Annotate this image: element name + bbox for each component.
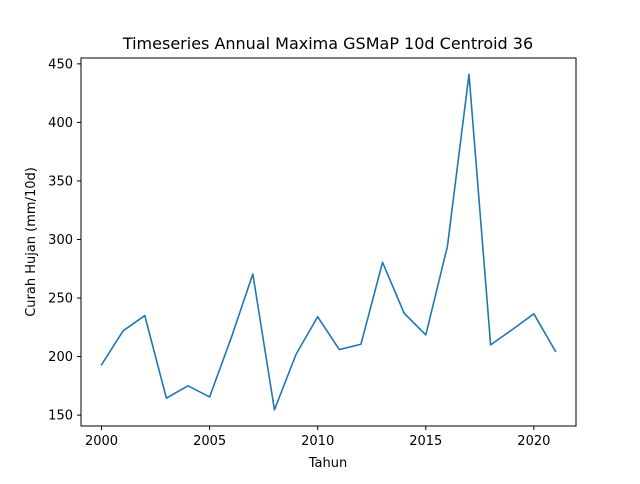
chart-title: Timeseries Annual Maxima GSMaP 10d Centr… xyxy=(122,34,533,53)
series-line xyxy=(100,73,557,411)
x-tick-label: 2005 xyxy=(193,434,226,449)
y-tick-label: 450 xyxy=(48,57,73,72)
y-tick-label: 150 xyxy=(48,409,73,424)
plot-frame xyxy=(80,57,577,427)
y-tick-label: 250 xyxy=(48,292,73,307)
y-axis-label: Curah Hujan (mm/10d) xyxy=(24,167,39,317)
y-tick-label: 300 xyxy=(48,233,73,248)
x-tick-label: 2020 xyxy=(517,434,550,449)
x-axis-ticks: 2000 2005 2010 2015 2020 xyxy=(85,426,550,449)
x-tick-label: 2000 xyxy=(85,434,118,449)
y-tick-label: 350 xyxy=(48,174,73,189)
x-axis-label: Tahun xyxy=(308,456,347,471)
y-tick-label: 400 xyxy=(48,116,73,131)
y-axis-ticks: 150 200 250 300 350 400 450 xyxy=(48,57,81,424)
x-tick-label: 2010 xyxy=(301,434,334,449)
x-tick-label: 2015 xyxy=(409,434,442,449)
y-tick-label: 200 xyxy=(48,350,73,365)
